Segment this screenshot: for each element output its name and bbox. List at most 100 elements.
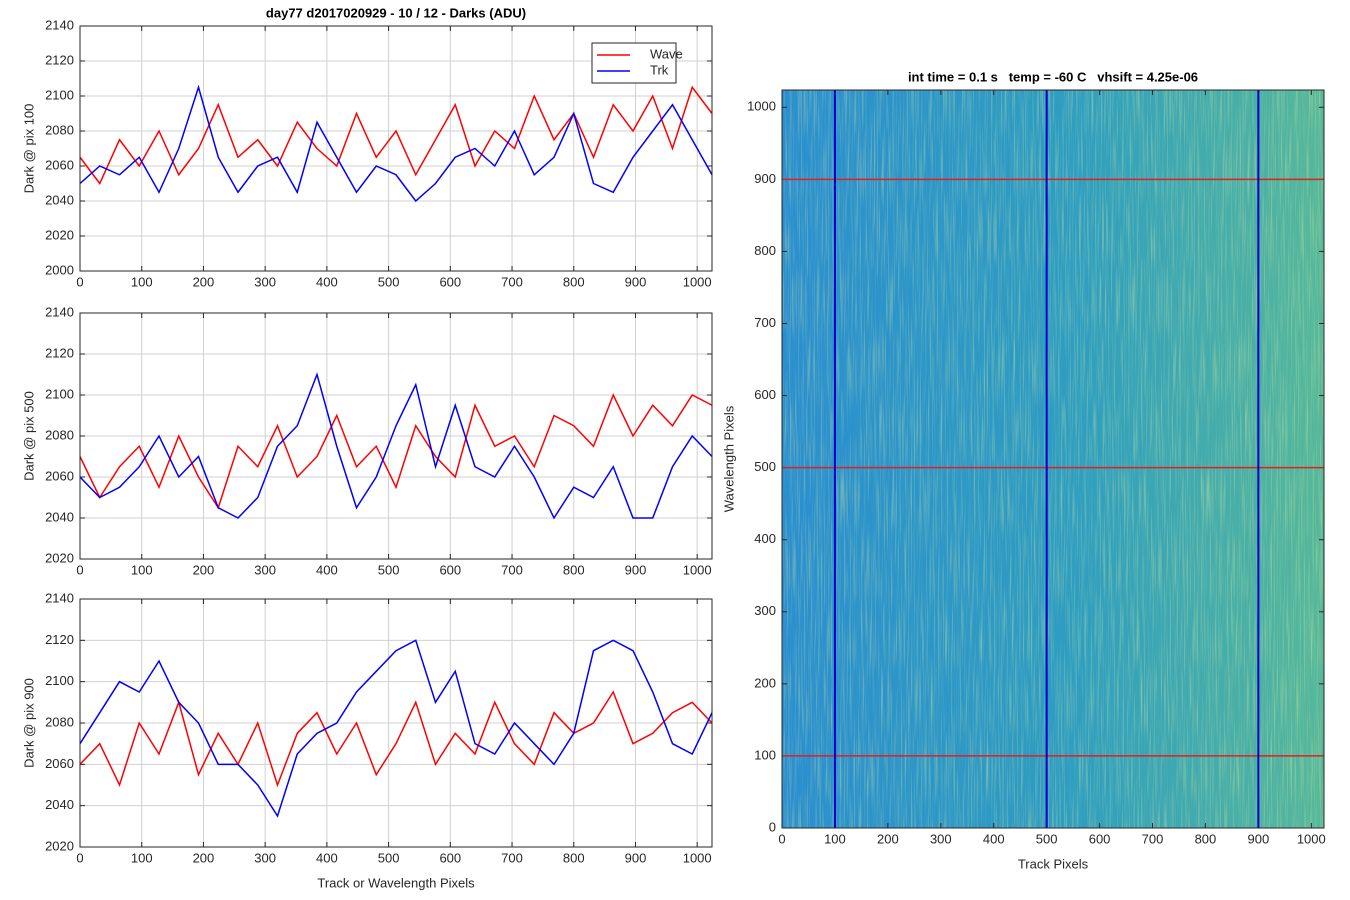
x-tick-label: 100	[131, 562, 153, 577]
y-tick-label: 2120	[45, 345, 74, 360]
y-tick-label: 2120	[45, 52, 74, 67]
x-tick-label: 400	[316, 850, 338, 865]
x-tick-label: 400	[316, 274, 338, 289]
x-tick-label: 300	[254, 562, 276, 577]
heatmap-texture	[782, 90, 1324, 828]
x-tick-label: 300	[930, 831, 952, 846]
x-tick-label: 0	[76, 850, 83, 865]
y-tick-label: 1000	[747, 99, 776, 114]
y-tick-label: 2020	[45, 550, 74, 565]
y-tick-label: 2020	[45, 838, 74, 853]
x-axis-label: Track or Wavelength Pixels	[317, 875, 475, 890]
axes-box	[79, 312, 713, 560]
x-tick-label: 200	[877, 831, 899, 846]
x-tick-label: 100	[131, 850, 153, 865]
x-tick-label: 900	[1248, 831, 1270, 846]
y-tick-label: 300	[754, 603, 776, 618]
x-tick-label: 700	[501, 274, 523, 289]
x-tick-label: 300	[254, 850, 276, 865]
x-tick-label: 600	[439, 850, 461, 865]
x-tick-label: 1000	[683, 562, 712, 577]
x-tick-label: 1000	[683, 850, 712, 865]
y-axis-label: Dark @ pix 100	[21, 104, 36, 194]
series-line	[79, 372, 713, 520]
x-tick-label: 600	[439, 562, 461, 577]
x-tick-label: 200	[193, 274, 215, 289]
series-line	[79, 84, 713, 203]
x-tick-label: 1000	[683, 274, 712, 289]
x-tick-label: 100	[131, 274, 153, 289]
y-tick-label: 400	[754, 531, 776, 546]
y-tick-label: 2080	[45, 427, 74, 442]
y-axis-label: Wavelength Pixels	[721, 405, 736, 512]
x-tick-label: 700	[501, 850, 523, 865]
axes-box	[781, 89, 1325, 829]
x-tick-label: 400	[316, 562, 338, 577]
legend-label: Trk	[650, 62, 669, 77]
x-tick-label: 0	[76, 274, 83, 289]
x-tick-label: 900	[625, 562, 647, 577]
y-tick-label: 2040	[45, 797, 74, 812]
x-tick-label: 900	[625, 274, 647, 289]
series-line	[79, 393, 713, 510]
y-tick-label: 100	[754, 747, 776, 762]
x-tick-label: 700	[1142, 831, 1164, 846]
x-tick-label: 800	[563, 274, 585, 289]
axes-box	[79, 598, 713, 848]
y-tick-label: 2060	[45, 756, 74, 771]
y-tick-label: 2040	[45, 509, 74, 524]
x-tick-label: 600	[439, 274, 461, 289]
y-tick-label: 500	[754, 459, 776, 474]
x-tick-label: 800	[1195, 831, 1217, 846]
series-line	[79, 690, 713, 788]
x-tick-label: 500	[378, 562, 400, 577]
x-tick-label: 1000	[1297, 831, 1326, 846]
y-tick-label: 2020	[45, 227, 74, 242]
y-tick-label: 0	[769, 819, 776, 834]
x-tick-label: 700	[501, 562, 523, 577]
y-tick-label: 2100	[45, 386, 74, 401]
y-tick-label: 2100	[45, 87, 74, 102]
chart-title: day77 d2017020929 - 10 / 12 - Darks (ADU…	[266, 5, 526, 20]
y-tick-label: 900	[754, 171, 776, 186]
x-tick-label: 0	[778, 831, 785, 846]
x-tick-label: 500	[378, 850, 400, 865]
chart-title: int time = 0.1 s temp = -60 C vhsift = 4…	[908, 69, 1198, 84]
y-tick-label: 200	[754, 675, 776, 690]
y-tick-label: 2000	[45, 262, 74, 277]
x-tick-label: 900	[625, 850, 647, 865]
x-tick-label: 800	[563, 850, 585, 865]
legend-label: Wave	[650, 46, 683, 61]
y-axis-label: Dark @ pix 500	[21, 391, 36, 481]
x-tick-label: 500	[1036, 831, 1058, 846]
x-tick-label: 0	[76, 562, 83, 577]
y-tick-label: 2120	[45, 632, 74, 647]
series-line	[79, 85, 713, 185]
y-tick-label: 2060	[45, 157, 74, 172]
y-axis-label: Dark @ pix 900	[21, 678, 36, 768]
x-axis-label: Track Pixels	[1018, 856, 1089, 871]
x-tick-label: 300	[254, 274, 276, 289]
y-tick-label: 2080	[45, 122, 74, 137]
x-tick-label: 100	[824, 831, 846, 846]
y-tick-label: 800	[754, 243, 776, 258]
y-tick-label: 2040	[45, 192, 74, 207]
legend-box	[591, 42, 677, 84]
y-tick-label: 2140	[45, 590, 74, 605]
x-tick-label: 500	[378, 274, 400, 289]
x-tick-label: 200	[193, 850, 215, 865]
x-tick-label: 600	[1089, 831, 1111, 846]
axes-box	[79, 25, 713, 272]
y-tick-label: 700	[754, 315, 776, 330]
y-tick-label: 2140	[45, 304, 74, 319]
y-tick-label: 2100	[45, 673, 74, 688]
y-tick-label: 600	[754, 387, 776, 402]
series-line	[79, 639, 713, 818]
y-tick-label: 2060	[45, 468, 74, 483]
x-tick-label: 800	[563, 562, 585, 577]
x-tick-label: 200	[193, 562, 215, 577]
y-tick-label: 2080	[45, 714, 74, 729]
y-tick-label: 2140	[45, 17, 74, 32]
x-tick-label: 400	[983, 831, 1005, 846]
